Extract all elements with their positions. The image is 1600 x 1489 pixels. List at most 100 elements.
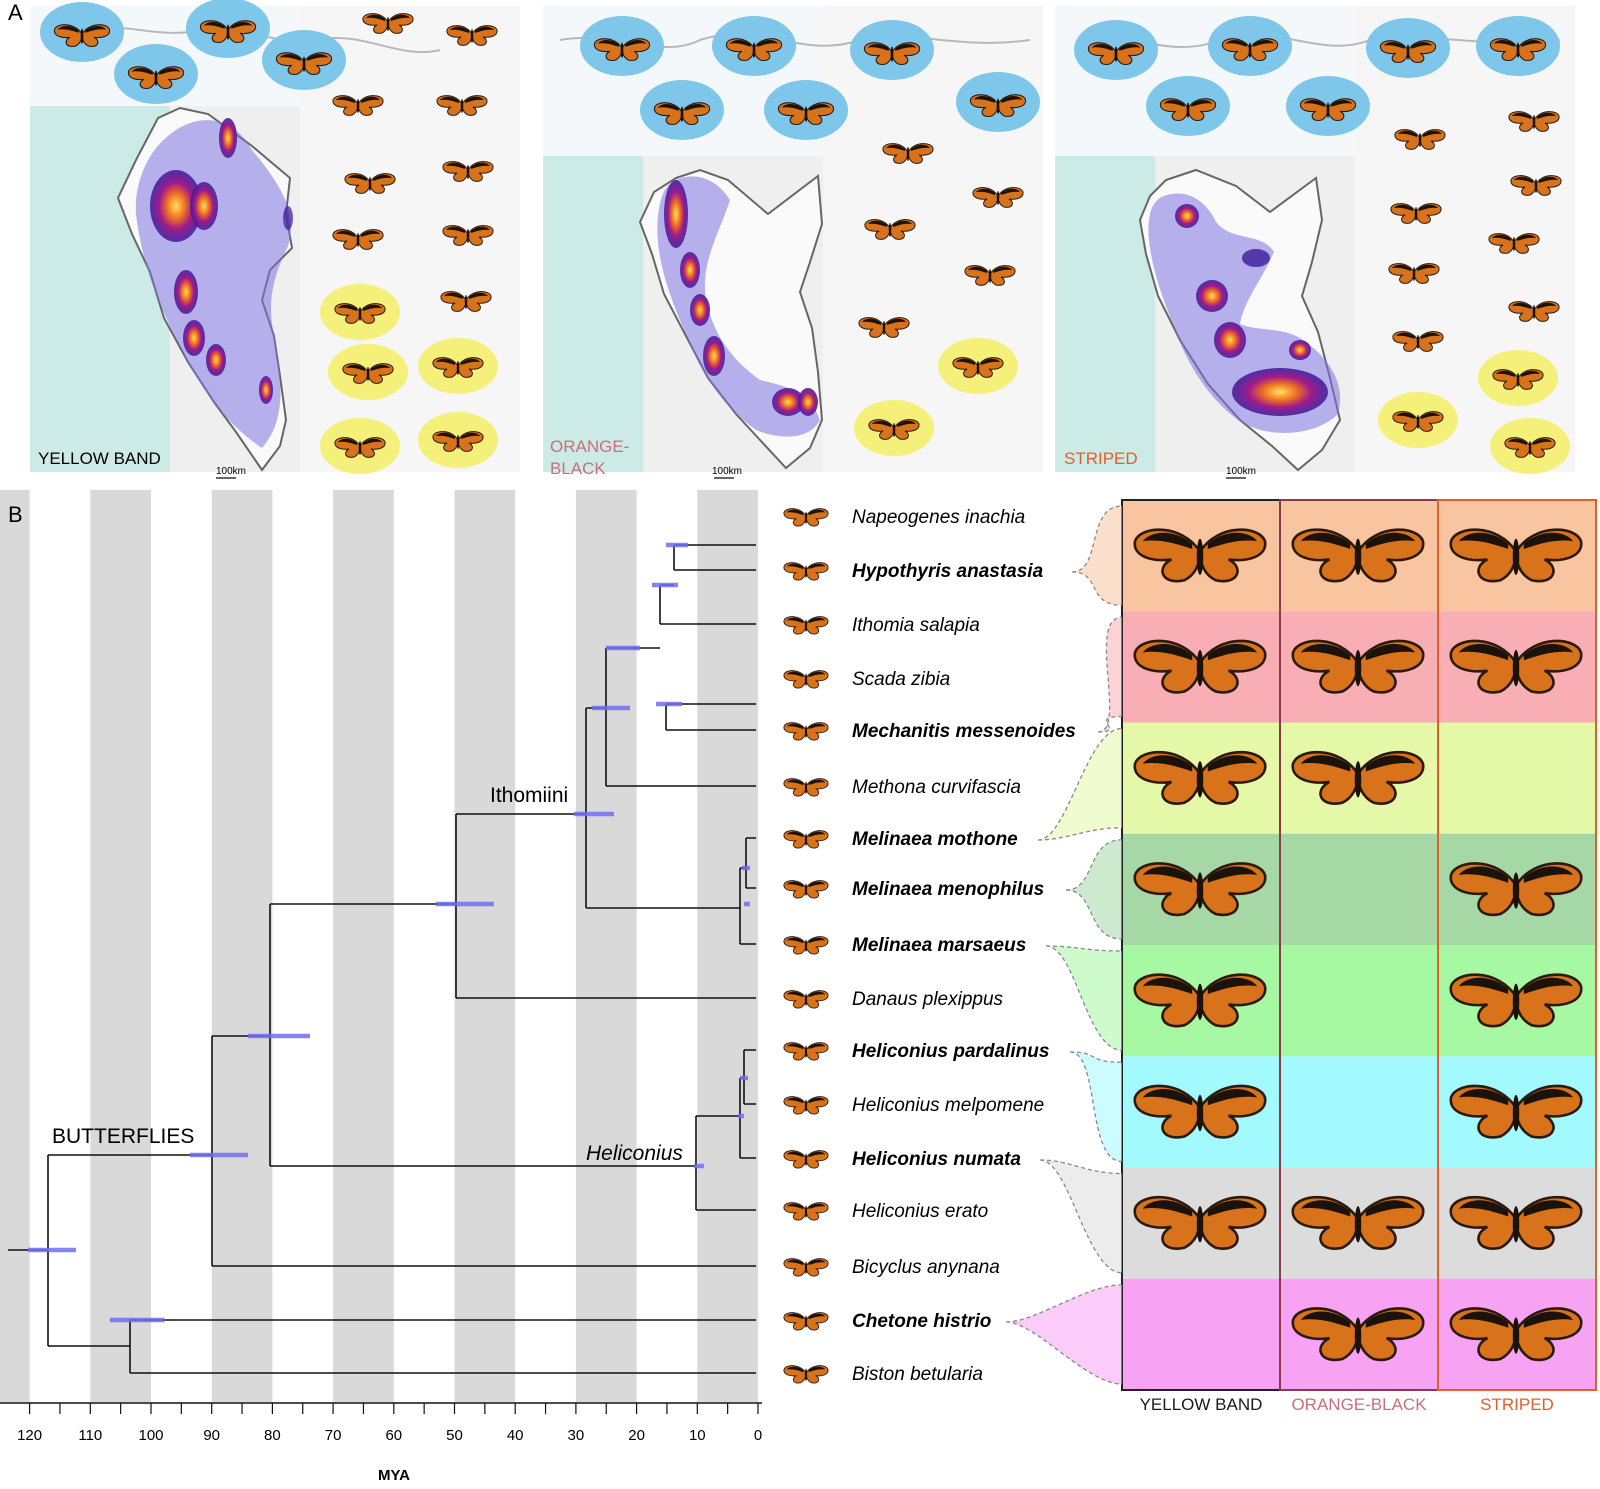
axis-tick-label: 30 <box>568 1427 585 1444</box>
map-panel-yellow-band: YELLOW BAND 100km <box>30 0 520 479</box>
taxon: Heliconius pardalinus <box>783 1041 1049 1062</box>
axis-tick-label: 80 <box>264 1427 281 1444</box>
taxon-name: Chetone histrio <box>852 1311 991 1332</box>
row-connector-fill <box>1006 1284 1122 1384</box>
axis-tick-label: 60 <box>385 1427 402 1444</box>
taxon-thumbnail <box>783 722 829 741</box>
time-band <box>454 490 516 1402</box>
taxon: Hypothyris anastasia <box>783 561 1044 582</box>
time-axis: 120 110 100 90 80 70 60 50 40 30 20 10 0 <box>0 1402 762 1444</box>
map-label: ORANGE- <box>550 437 629 456</box>
taxon-name: Melinaea marsaeus <box>852 935 1026 956</box>
taxon: Napeogenes inachia <box>783 507 1025 528</box>
time-band <box>333 490 394 1402</box>
axis-tick-label: 70 <box>325 1427 342 1444</box>
taxon-name: Mechanitis messenoides <box>852 721 1076 742</box>
time-band <box>697 490 758 1402</box>
taxon-name: Heliconius melpomene <box>852 1095 1044 1116</box>
taxon-name: Heliconius erato <box>852 1201 988 1222</box>
row-connectors <box>1005 505 1123 1385</box>
axis-tick-label: 0 <box>754 1427 762 1444</box>
taxon-thumbnail <box>783 1312 829 1331</box>
taxon-thumbnail <box>783 830 829 849</box>
taxon: Heliconius erato <box>783 1201 988 1222</box>
pattern-grid <box>1121 499 1597 1391</box>
row-connector-line <box>1071 505 1123 606</box>
panel-a: A <box>8 0 1575 479</box>
taxon-thumbnail <box>783 670 829 689</box>
taxon-name: Methona curvifascia <box>852 777 1021 798</box>
row-connector-line <box>1069 1051 1123 1163</box>
time-band <box>90 490 151 1402</box>
taxon-thumbnail <box>783 936 829 955</box>
taxon: Melinaea marsaeus <box>783 935 1026 956</box>
axis-tick-label: 100 <box>138 1427 163 1444</box>
map-butterflies <box>580 16 1040 456</box>
panel-b-label: B <box>8 502 23 527</box>
axis-tick-label: 40 <box>507 1427 524 1444</box>
taxon-name: Melinaea mothone <box>852 829 1018 850</box>
taxon-thumbnail <box>783 1096 829 1115</box>
time-band <box>6 490 30 1402</box>
axis-label: MYA <box>378 1467 410 1484</box>
row-connector-fill <box>1070 1052 1122 1162</box>
taxon: Scada zibia <box>783 669 950 690</box>
taxon: Bicyclus anynana <box>783 1257 1000 1278</box>
taxon-name: Melinaea menophilus <box>852 879 1044 900</box>
taxon: Danaus plexippus <box>783 989 1004 1010</box>
taxon-name: Ithomia salapia <box>852 615 980 636</box>
clade-label-ithomiini: Ithomiini <box>490 784 568 807</box>
taxon: Biston betularia <box>783 1364 983 1385</box>
phylogeny-tree <box>8 542 756 1374</box>
axis-tick-label: 20 <box>628 1427 645 1444</box>
axis-tick-label: 110 <box>78 1427 102 1444</box>
row-connector-fill <box>1072 506 1122 606</box>
pattern-column-label: YELLOW BAND <box>1140 1395 1263 1414</box>
pattern-column-label: STRIPED <box>1480 1395 1554 1414</box>
row-connector-fill <box>1066 839 1122 939</box>
time-band <box>575 490 637 1402</box>
taxon-thumbnail <box>783 1202 829 1221</box>
pattern-column-labels: YELLOW BAND ORANGE-BLACK STRIPED <box>1140 1395 1554 1414</box>
row-connector-fill <box>1038 728 1122 840</box>
map-label: STRIPED <box>1064 449 1138 468</box>
row-connector-line <box>1045 945 1123 1051</box>
taxon-thumbnail <box>783 616 829 635</box>
density-halo <box>657 176 820 437</box>
taxon-name: Bicyclus anynana <box>852 1257 1000 1278</box>
taxon-thumbnail <box>783 778 829 797</box>
taxon: Melinaea mothone <box>783 829 1018 850</box>
axis-tick-label: 10 <box>689 1427 706 1444</box>
taxon: Heliconius melpomene <box>783 1095 1044 1116</box>
map-scale-bar: 100km <box>216 466 246 477</box>
row-connector-line <box>1097 616 1123 733</box>
taxon-thumbnail <box>783 508 829 527</box>
taxon-thumbnail <box>783 1365 829 1384</box>
taxon-name: Heliconius pardalinus <box>852 1041 1049 1062</box>
time-bands <box>0 490 758 1402</box>
map-panel-striped: STRIPED 100km <box>1055 6 1575 479</box>
row-connector-line <box>1065 839 1123 940</box>
axis-tick-label: 90 <box>203 1427 220 1444</box>
axis-tick-label: 50 <box>446 1427 463 1444</box>
taxon-name: Napeogenes inachia <box>852 507 1025 528</box>
panel-b: B BUTTERFLIES I <box>0 490 1597 1484</box>
map-panel-orange-black: ORANGE- BLACK 100km <box>543 6 1043 479</box>
row-connector-fill <box>1098 617 1122 732</box>
taxon-thumbnail <box>783 1258 829 1277</box>
taxon: Heliconius numata <box>783 1149 1021 1170</box>
taxon-thumbnail <box>783 1150 829 1169</box>
taxon-name: Danaus plexippus <box>852 989 1004 1010</box>
map-label: YELLOW BAND <box>38 449 161 468</box>
taxon: Chetone histrio <box>783 1311 991 1332</box>
row-connector-line <box>1039 1159 1123 1274</box>
node-confidence-bars <box>28 542 750 1323</box>
taxon-thumbnail <box>783 990 829 1009</box>
taxon: Methona curvifascia <box>783 777 1021 798</box>
map-label: BLACK <box>550 459 606 478</box>
taxon-name: Heliconius numata <box>852 1149 1021 1170</box>
map-butterflies <box>40 0 498 474</box>
clade-label-butterflies: BUTTERFLIES <box>52 1125 194 1148</box>
taxon-thumbnail <box>783 562 829 581</box>
row-connector-line <box>1005 1284 1123 1385</box>
